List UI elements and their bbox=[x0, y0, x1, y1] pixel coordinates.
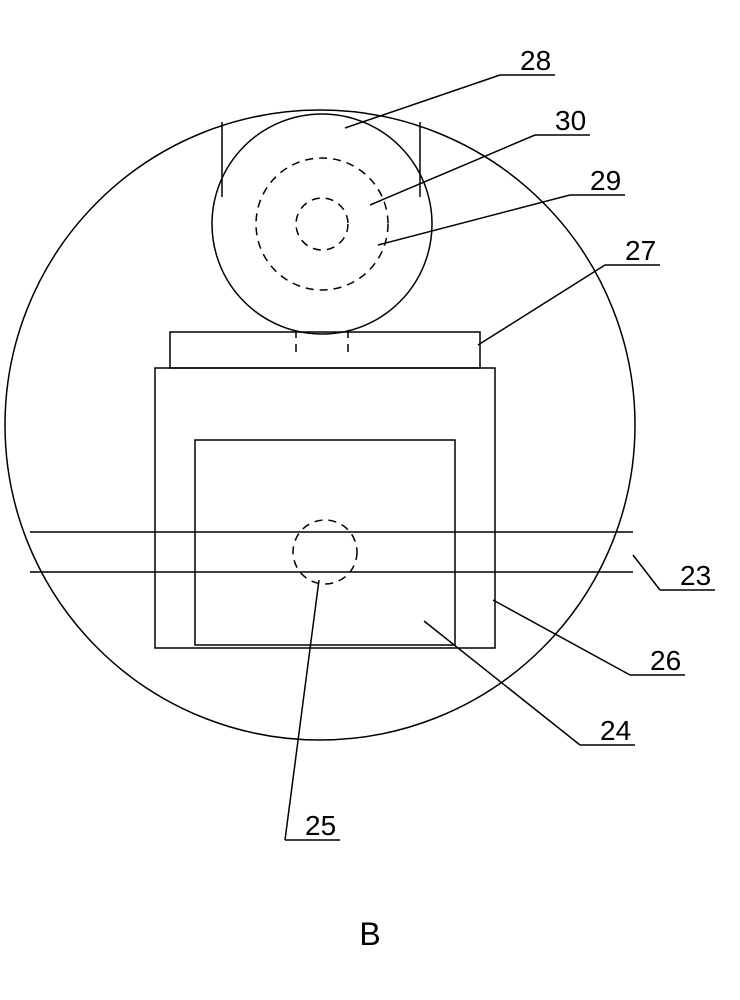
label-28: 28 bbox=[520, 45, 551, 76]
inner-rect bbox=[195, 440, 455, 645]
label-29: 29 bbox=[590, 165, 621, 196]
outer-rect bbox=[155, 368, 495, 648]
label-26: 26 bbox=[650, 645, 681, 676]
shaft bbox=[30, 532, 633, 572]
inner-pulley bbox=[256, 158, 388, 290]
label-25: 25 bbox=[305, 810, 336, 841]
callout-27: 27 bbox=[478, 235, 660, 345]
label-30: 30 bbox=[555, 105, 586, 136]
callout-25: 25 bbox=[285, 580, 340, 841]
callout-29: 29 bbox=[378, 165, 625, 245]
callout-26: 26 bbox=[493, 600, 685, 676]
callout-23: 23 bbox=[633, 555, 715, 591]
center-hole bbox=[296, 198, 348, 250]
top-rect bbox=[170, 332, 480, 368]
shaft-hole bbox=[293, 520, 357, 584]
outer-pulley bbox=[212, 114, 432, 334]
label-27: 27 bbox=[625, 235, 656, 266]
label-23: 23 bbox=[680, 560, 711, 591]
callout-30: 30 bbox=[370, 105, 590, 205]
technical-diagram: 28 30 29 27 23 26 24 25 bbox=[0, 0, 740, 1000]
label-24: 24 bbox=[600, 715, 631, 746]
figure-label: B bbox=[359, 916, 380, 952]
